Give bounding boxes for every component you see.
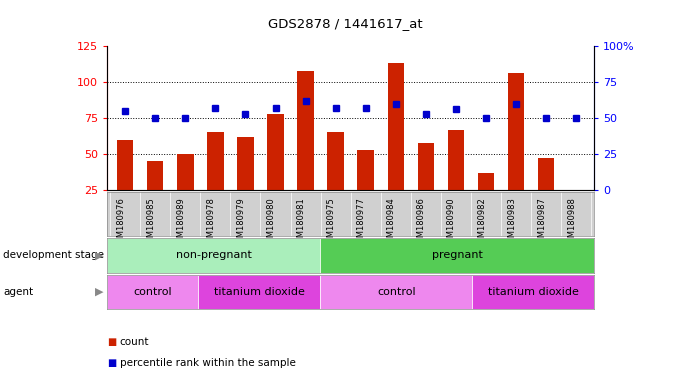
Text: percentile rank within the sample: percentile rank within the sample — [120, 358, 296, 368]
Text: ■: ■ — [107, 358, 116, 368]
Text: ▶: ▶ — [95, 287, 103, 297]
Bar — [237, 137, 254, 226]
Text: GSM180984: GSM180984 — [387, 197, 396, 248]
Text: GSM180983: GSM180983 — [507, 197, 516, 248]
Text: development stage: development stage — [3, 250, 104, 260]
Text: GSM180981: GSM180981 — [296, 197, 305, 248]
Text: GSM180976: GSM180976 — [116, 197, 125, 248]
Text: GSM180989: GSM180989 — [176, 197, 185, 248]
Text: control: control — [133, 287, 172, 297]
Text: titanium dioxide: titanium dioxide — [488, 287, 579, 297]
Bar — [147, 161, 164, 226]
Text: GSM180978: GSM180978 — [207, 197, 216, 248]
Text: GSM180986: GSM180986 — [417, 197, 426, 248]
Text: GSM180979: GSM180979 — [236, 197, 245, 248]
Text: GSM180980: GSM180980 — [267, 197, 276, 248]
Bar — [508, 73, 524, 226]
Bar — [207, 132, 224, 226]
Bar — [177, 154, 193, 226]
Bar — [117, 140, 133, 226]
Text: GSM180987: GSM180987 — [537, 197, 546, 248]
Text: GSM180990: GSM180990 — [447, 197, 456, 248]
Bar — [320, 238, 594, 273]
Bar — [473, 275, 594, 309]
Bar — [538, 158, 554, 226]
Text: pregnant: pregnant — [432, 250, 483, 260]
Bar — [198, 275, 320, 309]
Text: ■: ■ — [107, 337, 116, 347]
Text: agent: agent — [3, 287, 34, 297]
Bar — [568, 190, 585, 226]
Text: GSM180975: GSM180975 — [327, 197, 336, 248]
Bar — [297, 71, 314, 226]
Bar — [320, 275, 473, 309]
Bar — [107, 238, 320, 273]
Text: GSM180985: GSM180985 — [146, 197, 155, 248]
Text: ▶: ▶ — [95, 250, 103, 260]
Bar — [328, 132, 344, 226]
Text: control: control — [377, 287, 416, 297]
Bar — [417, 142, 434, 226]
Text: titanium dioxide: titanium dioxide — [214, 287, 305, 297]
Text: non-pregnant: non-pregnant — [176, 250, 252, 260]
Bar — [107, 275, 198, 309]
Text: GSM180982: GSM180982 — [477, 197, 486, 248]
Bar — [267, 114, 284, 226]
Bar — [357, 150, 374, 226]
Bar — [448, 130, 464, 226]
Text: GSM180977: GSM180977 — [357, 197, 366, 248]
Bar — [388, 63, 404, 226]
Text: count: count — [120, 337, 149, 347]
Bar — [477, 173, 494, 226]
Text: GSM180988: GSM180988 — [567, 197, 576, 248]
Text: GDS2878 / 1441617_at: GDS2878 / 1441617_at — [268, 17, 423, 30]
